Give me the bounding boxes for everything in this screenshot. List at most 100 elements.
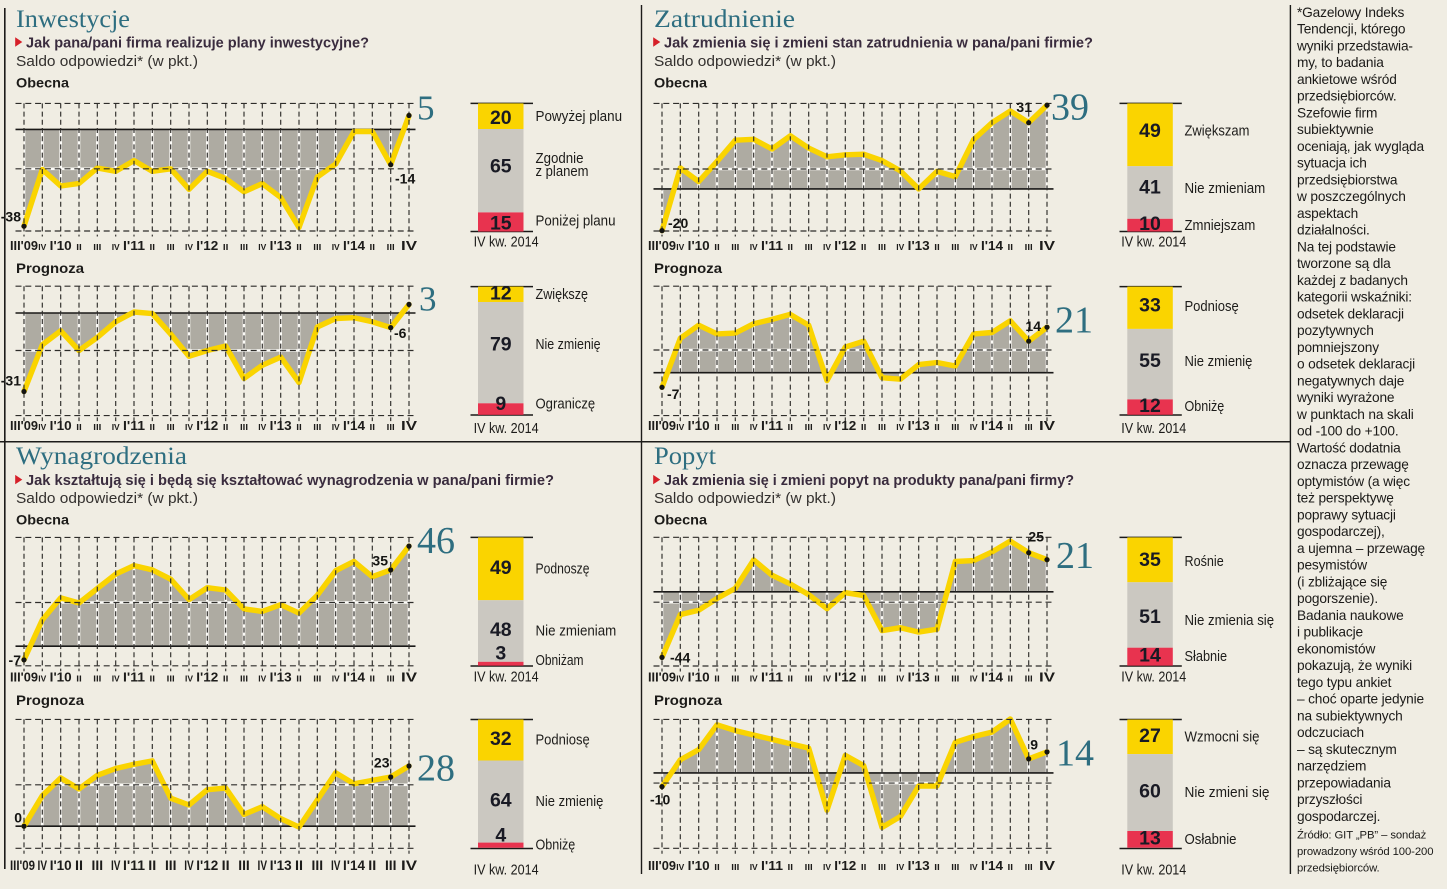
- svg-text:III'09: III'09: [648, 858, 676, 873]
- svg-text:14: 14: [1139, 645, 1161, 667]
- svg-text:35: 35: [1139, 549, 1161, 571]
- svg-text:subiektywnie: subiektywnie: [1297, 122, 1374, 137]
- svg-text:Na tej podstawie: Na tej podstawie: [1297, 239, 1396, 254]
- svg-text:IV: IV: [676, 242, 684, 252]
- svg-text:optymistów (a więc: optymistów (a więc: [1297, 474, 1410, 489]
- svg-text:III: III: [731, 674, 739, 684]
- svg-text:Jak zmienia się i zmieni stan: Jak zmienia się i zmieni stan zatrudnien…: [664, 35, 1093, 51]
- svg-text:III: III: [805, 422, 813, 432]
- svg-text:III: III: [951, 674, 959, 684]
- svg-text:(i zbliżające się: (i zbliżające się: [1297, 574, 1387, 589]
- svg-text:II: II: [150, 674, 156, 684]
- svg-text:pokazują, że wyniki: pokazują, że wyniki: [1297, 658, 1412, 673]
- svg-text:IV: IV: [896, 422, 904, 432]
- svg-text:IV kw. 2014: IV kw. 2014: [474, 421, 539, 437]
- svg-text:I'14: I'14: [981, 418, 1004, 433]
- svg-text:IV kw. 2014: IV kw. 2014: [1121, 863, 1186, 879]
- svg-text:IV: IV: [823, 422, 831, 432]
- svg-text:Tendencji, którego: Tendencji, którego: [1297, 22, 1406, 37]
- svg-text:III: III: [92, 857, 104, 873]
- svg-text:III'09: III'09: [10, 670, 38, 685]
- svg-text:w punktach na skali: w punktach na skali: [1296, 407, 1414, 422]
- svg-text:III: III: [167, 242, 175, 252]
- svg-text:Nie zmieniam: Nie zmieniam: [536, 623, 617, 640]
- svg-text:Wynagrodzenia: Wynagrodzenia: [16, 443, 187, 470]
- svg-text:Podniosę: Podniosę: [1185, 298, 1239, 315]
- svg-text:III: III: [878, 242, 886, 252]
- svg-text:IV: IV: [112, 422, 120, 432]
- svg-text:Zgodnie: Zgodnie: [536, 150, 584, 167]
- svg-text:Saldo odpowiedzi* (w pkt.): Saldo odpowiedzi* (w pkt.): [654, 491, 836, 507]
- svg-text:32: 32: [490, 728, 512, 750]
- svg-text:wyniki przedstawia-: wyniki przedstawia-: [1296, 38, 1413, 53]
- svg-text:IV: IV: [1039, 670, 1055, 685]
- svg-text:23: 23: [374, 755, 390, 771]
- svg-text:IV: IV: [823, 862, 831, 872]
- svg-text:na subiektywnych: na subiektywnych: [1297, 708, 1403, 723]
- svg-text:Obecna: Obecna: [16, 512, 69, 528]
- svg-text:pogorszenie).: pogorszenie).: [1297, 591, 1378, 606]
- svg-text:I'12: I'12: [834, 238, 856, 253]
- svg-text:25: 25: [1028, 529, 1044, 545]
- svg-text:I'13: I'13: [908, 238, 930, 253]
- svg-text:– choć oparte jedynie: – choć oparte jedynie: [1297, 692, 1424, 707]
- svg-text:IV: IV: [1039, 418, 1055, 433]
- svg-text:55: 55: [1139, 350, 1161, 372]
- svg-text:IV: IV: [258, 422, 266, 432]
- svg-text:I'11: I'11: [761, 238, 783, 253]
- svg-text:IV: IV: [112, 674, 120, 684]
- svg-text:Nie zmienię: Nie zmienię: [1185, 353, 1253, 370]
- svg-text:III: III: [93, 422, 101, 432]
- svg-text:II: II: [1008, 242, 1014, 252]
- svg-text:II: II: [934, 674, 940, 684]
- svg-text:3: 3: [419, 280, 437, 319]
- svg-text:IV: IV: [1039, 858, 1055, 873]
- svg-text:I'12: I'12: [834, 858, 856, 873]
- svg-text:Nie zmienię: Nie zmienię: [536, 793, 604, 810]
- svg-text:Zmniejszam: Zmniejszam: [1185, 217, 1256, 234]
- svg-text:przyszłości: przyszłości: [1297, 792, 1362, 807]
- svg-text:IV: IV: [823, 674, 831, 684]
- svg-text:IV: IV: [401, 670, 417, 685]
- svg-text:III: III: [805, 862, 813, 872]
- svg-text:II: II: [223, 422, 229, 432]
- svg-text:II: II: [76, 422, 82, 432]
- svg-text:Inwestycje: Inwestycje: [16, 6, 130, 33]
- svg-text:gospodarczej.: gospodarczej.: [1297, 809, 1380, 824]
- svg-text:IV: IV: [401, 238, 417, 253]
- svg-text:I'10: I'10: [50, 857, 72, 873]
- svg-text:II: II: [714, 242, 720, 252]
- svg-text:Prognoza: Prognoza: [654, 692, 722, 708]
- svg-text:60: 60: [1139, 781, 1161, 803]
- svg-text:i publikacje: i publikacje: [1297, 625, 1363, 640]
- svg-text:IV: IV: [676, 862, 684, 872]
- svg-text:IV: IV: [823, 242, 831, 252]
- svg-text:I'12: I'12: [834, 418, 856, 433]
- svg-text:I'11: I'11: [761, 670, 783, 685]
- svg-text:II: II: [76, 242, 82, 252]
- svg-text:II: II: [714, 422, 720, 432]
- svg-text:I'13: I'13: [908, 418, 930, 433]
- svg-text:III: III: [1025, 242, 1033, 252]
- svg-text:II: II: [370, 242, 376, 252]
- svg-text:I'13: I'13: [270, 238, 292, 253]
- svg-text:Ograniczę: Ograniczę: [536, 396, 596, 413]
- svg-text:IV: IV: [401, 857, 418, 873]
- svg-text:II: II: [934, 242, 940, 252]
- svg-text:IV: IV: [676, 422, 684, 432]
- svg-text:II: II: [714, 862, 720, 872]
- svg-text:I'13: I'13: [270, 857, 292, 873]
- svg-text:negatywnych daje: negatywnych daje: [1297, 373, 1404, 388]
- svg-text:I'14: I'14: [343, 238, 366, 253]
- svg-text:-31: -31: [1, 373, 21, 389]
- svg-text:III: III: [238, 857, 250, 873]
- svg-text:IV: IV: [185, 674, 193, 684]
- svg-text:IV: IV: [38, 857, 48, 873]
- svg-text:I'11: I'11: [123, 418, 145, 433]
- svg-text:IV: IV: [750, 674, 758, 684]
- svg-text:II: II: [296, 674, 302, 684]
- svg-text:IV kw. 2014: IV kw. 2014: [474, 234, 539, 250]
- svg-text:III: III: [387, 242, 395, 252]
- svg-text:I'11: I'11: [123, 670, 145, 685]
- svg-text:31: 31: [1016, 99, 1032, 115]
